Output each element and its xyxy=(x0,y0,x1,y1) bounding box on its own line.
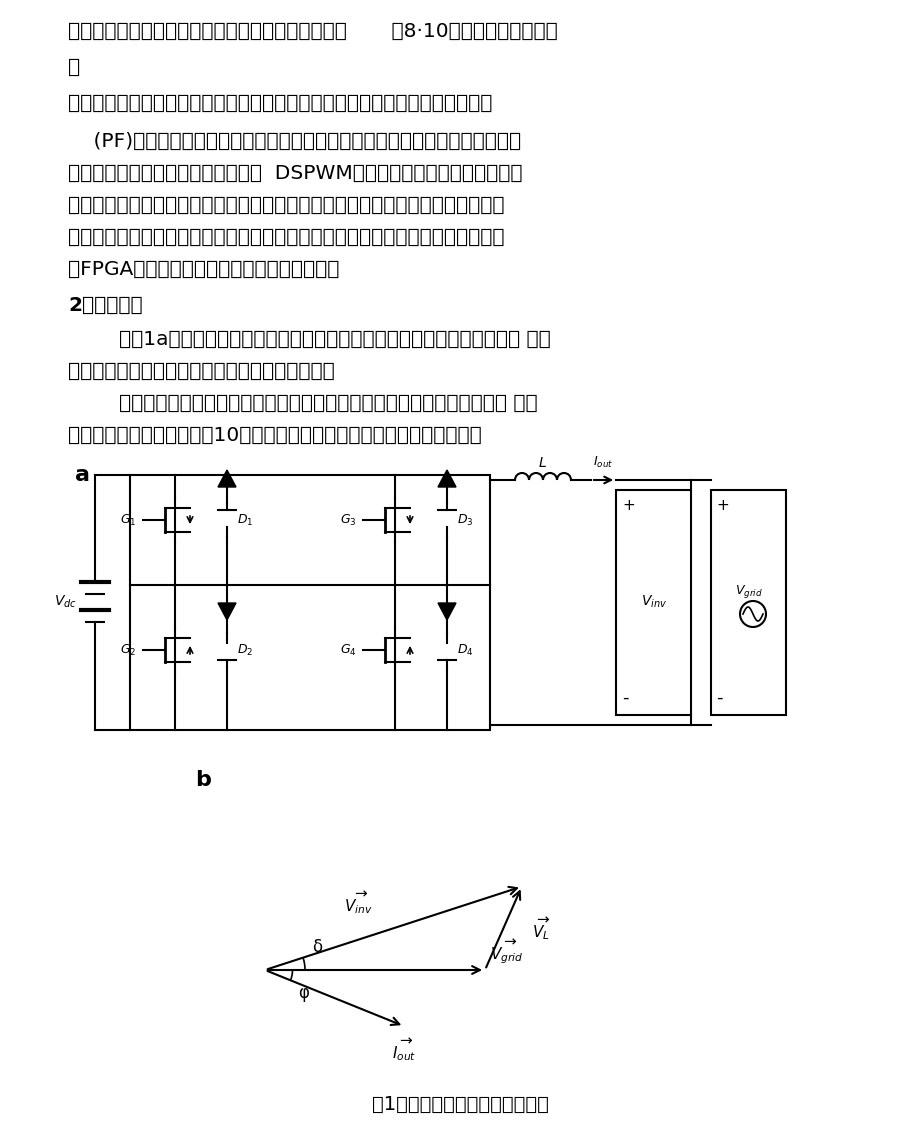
Text: 和: 和 xyxy=(68,58,80,77)
Bar xyxy=(130,475,490,730)
Text: $D_4$: $D_4$ xyxy=(456,643,472,658)
Text: 电压。逆变器的相位转移作为控制参数，输出逆变器输出电压电流幅值和功率因数: 电压。逆变器的相位转移作为控制参数，输出逆变器输出电压电流幅值和功率因数 xyxy=(68,195,504,215)
Text: $D_2$: $D_2$ xyxy=(236,643,253,658)
Text: 校正的光伏电源面板获得〔10〕。该分析是基于逆变器和网格的电感耦合。: 校正的光伏电源面板获得〔10〕。该分析是基于逆变器和网格的电感耦合。 xyxy=(68,426,482,445)
Text: 图1单相并网逆变器拓扑及相位图: 图1单相并网逆变器拓扑及相位图 xyxy=(371,1095,548,1114)
Text: $V_{inv}$: $V_{inv}$ xyxy=(641,593,666,610)
Text: -: - xyxy=(621,689,628,707)
Text: 的基本思想是使用以前的模式计算和  DSPWM制表应用到一个恒定的直流母线: 的基本思想是使用以前的模式计算和 DSPWM制表应用到一个恒定的直流母线 xyxy=(68,164,522,183)
Text: L: L xyxy=(539,457,546,470)
Text: 在连接到电网中的逆变器的主要规格是该电流必须在一定范围内从一个有 功率: 在连接到电网中的逆变器的主要规格是该电流必须在一定范围内从一个有 功率 xyxy=(68,394,537,412)
Text: $\overrightarrow{V_L}$: $\overrightarrow{V_L}$ xyxy=(531,915,550,941)
Polygon shape xyxy=(437,470,456,487)
Polygon shape xyxy=(218,603,236,620)
Text: 率和无功功率。最有效的系统那些，根据电网的要求       〔8·10〕，允许并网的有功: 率和无功功率。最有效的系统那些，根据电网的要求 〔8·10〕，允许并网的有功 xyxy=(68,21,557,41)
Text: $\overrightarrow{V_{grid}}$: $\overrightarrow{V_{grid}}$ xyxy=(490,937,523,966)
Text: $I_{out}$: $I_{out}$ xyxy=(592,455,612,470)
Text: -: - xyxy=(715,689,721,707)
Text: 在图1a中显示出了单相逆变器电源级连接到电网，以解释电流控制的逆变 器输: 在图1a中显示出了单相逆变器电源级连接到电网，以解释电流控制的逆变 器输 xyxy=(68,330,550,349)
Text: φ: φ xyxy=(298,984,309,1002)
Text: (PF)。不同的功率因数，在一定范围内，有功功率可被动态改变和控制。控制: (PF)。不同的功率因数，在一定范围内，有功功率可被动态改变和控制。控制 xyxy=(68,132,520,151)
Bar xyxy=(616,490,690,715)
Text: $D_1$: $D_1$ xyxy=(236,512,253,528)
Text: a: a xyxy=(75,466,90,485)
Text: 可控制的，所以并网功率包括有功功率和无功功率。这种控制已在实施数字化的一: 可控制的，所以并网功率包括有功功率和无功功率。这种控制已在实施数字化的一 xyxy=(68,228,504,247)
Bar xyxy=(710,490,785,715)
Text: $G_4$: $G_4$ xyxy=(339,643,356,658)
Text: $V_{grid}$: $V_{grid}$ xyxy=(734,583,762,600)
Text: 无功功率发生变化的。合适的控制此策略是不仅能够控制并网电流还有功率因数: 无功功率发生变化的。合适的控制此策略是不仅能够控制并网电流还有功率因数 xyxy=(68,94,492,113)
Polygon shape xyxy=(218,470,236,487)
Polygon shape xyxy=(437,603,456,620)
Text: +: + xyxy=(715,498,728,513)
Text: +: + xyxy=(621,498,634,513)
Text: 个FPGA得到应用并在仿真和实验中得到验证。: 个FPGA得到应用并在仿真和实验中得到验证。 xyxy=(68,260,339,279)
Text: $G_2$: $G_2$ xyxy=(119,643,136,658)
Text: $\overrightarrow{V_{inv}}$: $\overrightarrow{V_{inv}}$ xyxy=(344,889,372,916)
Text: $D_3$: $D_3$ xyxy=(456,512,472,528)
Text: δ: δ xyxy=(312,938,322,956)
Text: 出的尖键。此外，有功和无功功率可以得到控制。: 出的尖键。此外，有功和无功功率可以得到控制。 xyxy=(68,362,335,381)
Text: $G_3$: $G_3$ xyxy=(339,512,356,528)
Text: 2逆变器拓扑: 2逆变器拓扑 xyxy=(68,296,142,315)
Text: $G_1$: $G_1$ xyxy=(119,512,136,528)
Text: $\overrightarrow{I_{out}}$: $\overrightarrow{I_{out}}$ xyxy=(391,1036,415,1063)
Text: $V_{dc}$: $V_{dc}$ xyxy=(53,593,76,610)
Text: b: b xyxy=(195,770,210,790)
